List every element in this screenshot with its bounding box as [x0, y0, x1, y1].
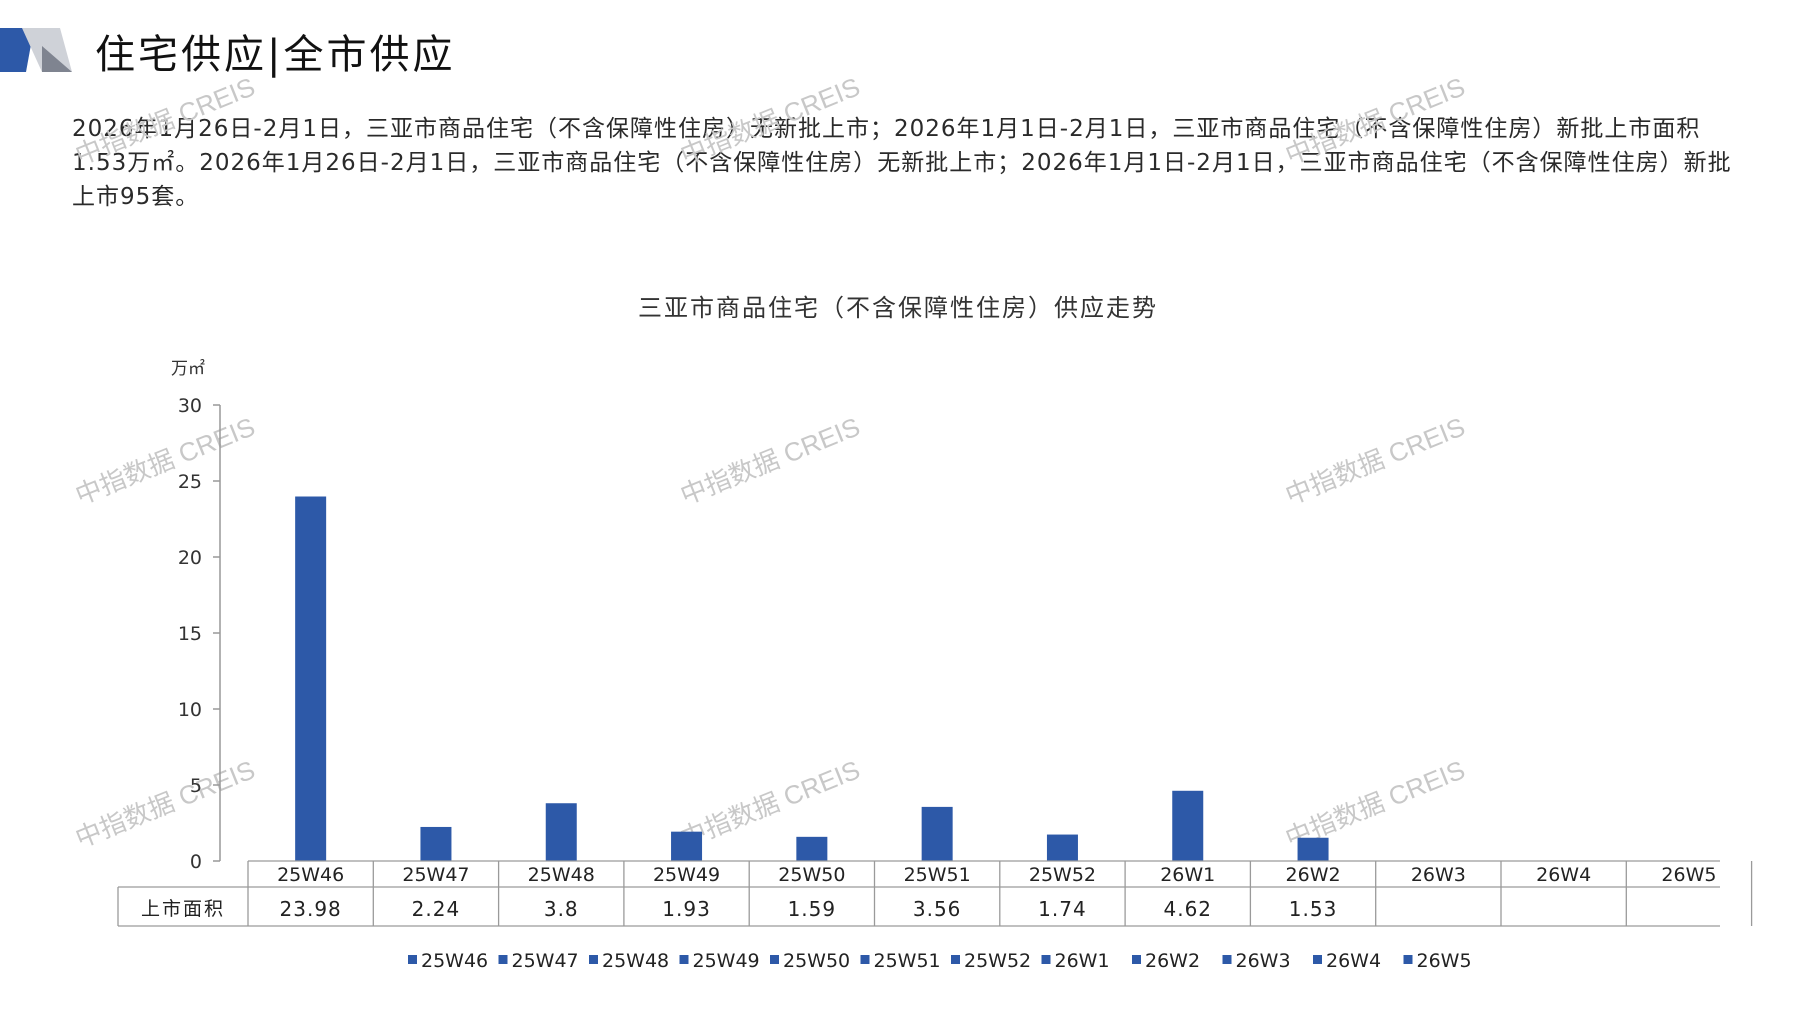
x-category-label: 25W47 — [402, 864, 469, 886]
legend-label: 25W52 — [964, 950, 1031, 972]
watermark-text: 中指数据 CREIS — [676, 411, 864, 510]
page-header: 住宅供应|全市供应 — [0, 18, 1797, 80]
legend-swatch — [1313, 955, 1322, 964]
summary-paragraph: 2026年1月26日-2月1日，三亚市商品住宅（不含保障性住房）无新批上市；20… — [72, 116, 1732, 210]
x-category-label: 25W51 — [904, 864, 971, 886]
watermark-text: 中指数据 CREIS — [676, 754, 864, 853]
bar-25W48 — [545, 803, 577, 861]
bar-25W47 — [420, 826, 452, 861]
x-category-label: 25W52 — [1029, 864, 1096, 886]
y-tick-label: 15 — [178, 623, 202, 645]
legend-label: 25W50 — [783, 950, 850, 972]
x-category-label: 25W49 — [653, 864, 720, 886]
x-category-label: 26W1 — [1160, 864, 1215, 886]
y-tick-label: 30 — [178, 395, 202, 417]
bar-25W49 — [671, 831, 703, 861]
watermark-text: 中指数据 CREIS — [676, 71, 864, 170]
chart-title: 三亚市商品住宅（不含保障性住房）供应走势 — [638, 294, 1158, 322]
table-value: 23.98 — [280, 897, 342, 921]
watermark-text: 中指数据 CREIS — [1281, 411, 1469, 510]
table-value: 1.53 — [1289, 897, 1338, 921]
table-value: 3.8 — [544, 897, 579, 921]
legend-swatch — [1132, 955, 1141, 964]
x-category-label: 25W48 — [528, 864, 595, 886]
y-tick-label: 5 — [190, 775, 202, 797]
table-value: 3.56 — [913, 897, 962, 921]
table-value: 4.62 — [1163, 897, 1212, 921]
bar-25W50 — [796, 836, 828, 861]
legend-label: 25W51 — [874, 950, 941, 972]
y-tick-label: 25 — [178, 471, 202, 493]
bar-26W2 — [1297, 837, 1329, 861]
legend-label: 26W3 — [1236, 950, 1291, 972]
legend-swatch — [951, 955, 960, 964]
table-row-label: 上市面积 — [141, 898, 225, 920]
bars-group — [295, 496, 1329, 861]
legend-swatch — [1041, 955, 1051, 964]
x-category-label: 26W3 — [1411, 864, 1466, 886]
legend-label: 26W4 — [1326, 950, 1381, 972]
legend-label: 26W1 — [1055, 950, 1110, 972]
y-tick-label: 0 — [190, 851, 202, 873]
legend-swatch — [1222, 955, 1232, 964]
table-value: 1.59 — [788, 897, 837, 921]
y-axis: 0 5 10 15 20 25 30 — [178, 395, 221, 873]
bar-25W51 — [921, 806, 953, 861]
legend-swatch — [860, 955, 870, 964]
x-category-label: 26W5 — [1661, 864, 1716, 886]
watermark-text: 中指数据 CREIS — [1281, 71, 1469, 170]
legend-swatch — [1403, 955, 1413, 964]
bar-25W46 — [295, 496, 327, 861]
legend-swatch — [498, 955, 508, 964]
legend-label: 25W47 — [512, 950, 579, 972]
y-tick-label: 10 — [178, 699, 202, 721]
legend-label: 26W2 — [1145, 950, 1200, 972]
watermarks: 中指数据 CREIS 中指数据 CREIS 中指数据 CREIS 中指数据 CREIS… — [71, 71, 1469, 853]
table-value: 1.93 — [662, 897, 711, 921]
page-title: 住宅供应|全市供应 — [95, 32, 456, 78]
x-category-label: 26W2 — [1286, 864, 1341, 886]
x-category-label: 25W50 — [778, 864, 845, 886]
chart-legend: 25W46 25W47 25W48 25W49 25W50 25W51 25W52 26W1 2… — [408, 950, 1472, 972]
legend-label: 26W5 — [1417, 950, 1472, 972]
data-table: 25W46 23.98 25W47 2.24 25W48 3.8 25W49 1.93 25W5… — [117, 860, 1753, 927]
legend-label: 25W46 — [421, 950, 488, 972]
brand-logo-icon — [0, 28, 72, 72]
watermark-text: 中指数据 CREIS — [71, 754, 259, 853]
x-category-label: 25W46 — [277, 864, 344, 886]
bar-25W52 — [1046, 834, 1078, 861]
table-value: 1.74 — [1038, 897, 1087, 921]
watermark-text: 中指数据 CREIS — [71, 411, 259, 510]
legend-swatch — [679, 955, 689, 964]
legend-label: 25W49 — [693, 950, 760, 972]
legend-label: 25W48 — [602, 950, 669, 972]
legend-swatch — [408, 955, 417, 964]
bar-26W1 — [1172, 790, 1204, 861]
legend-swatch — [770, 955, 779, 964]
table-value: 2.24 — [412, 897, 461, 921]
watermark-text: 中指数据 CREIS — [71, 71, 259, 170]
x-category-label: 26W4 — [1536, 864, 1591, 886]
legend-swatch — [589, 955, 598, 964]
y-axis-unit-label: 万㎡ — [171, 359, 205, 379]
y-tick-label: 20 — [178, 547, 202, 569]
